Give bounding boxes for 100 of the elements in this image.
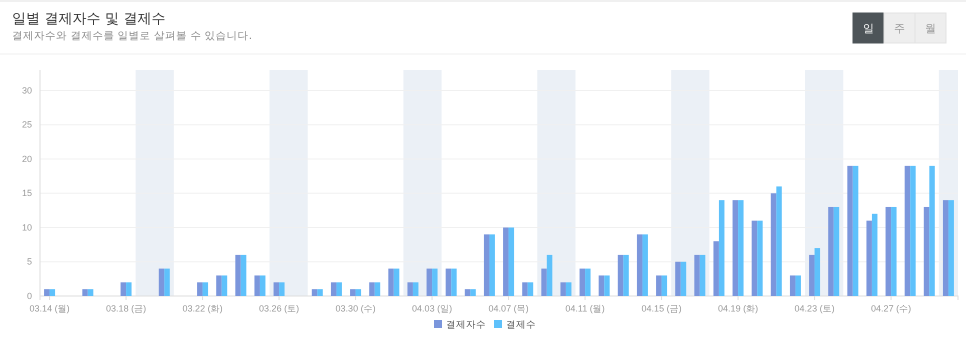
bar (120, 282, 126, 296)
bar (484, 234, 490, 296)
x-tick-label: 04.15 (금) (642, 303, 682, 314)
bar (374, 282, 380, 296)
x-tick-label: 04.07 (목) (488, 303, 529, 314)
bar (446, 268, 452, 296)
bar (675, 262, 681, 296)
bar (809, 254, 815, 296)
bar (757, 220, 763, 296)
x-tick-label: 03.14 (월) (30, 303, 70, 314)
bar (847, 166, 853, 296)
bar (924, 206, 930, 296)
bar (891, 206, 897, 296)
bar (197, 282, 203, 296)
bar (790, 275, 796, 296)
x-tick-label: 04.27 (수) (871, 303, 912, 314)
y-tick-label: 5 (26, 256, 32, 267)
bar (929, 166, 935, 296)
bar (752, 220, 758, 296)
bar (202, 282, 208, 296)
x-tick-label: 03.22 (화) (182, 303, 223, 314)
x-tick-label: 03.18 (금) (106, 303, 146, 314)
x-tick-label: 03.30 (수) (336, 303, 376, 314)
bar (407, 282, 413, 296)
bar (44, 289, 50, 296)
x-tick-label: 04.11 (월) (565, 303, 605, 314)
bar (718, 200, 724, 296)
bar (546, 254, 552, 296)
bar (700, 254, 706, 296)
bar (394, 268, 400, 296)
y-tick-label: 30 (22, 85, 32, 96)
bar (770, 193, 776, 296)
bar (412, 282, 418, 296)
bar (662, 275, 668, 296)
bar (126, 282, 132, 296)
bar (680, 262, 686, 296)
bar (694, 254, 700, 296)
bar (580, 268, 586, 296)
bar (738, 200, 744, 296)
bar (948, 200, 954, 296)
bar (426, 268, 432, 296)
bar (336, 282, 342, 296)
bar (508, 228, 514, 296)
bar (642, 234, 648, 296)
bar (942, 200, 948, 296)
bar (618, 254, 624, 296)
bar (814, 248, 820, 296)
bar (713, 241, 719, 296)
bar (732, 200, 738, 296)
bar (872, 214, 878, 296)
bar (432, 268, 438, 296)
text: 주 (894, 22, 905, 35)
bar (254, 275, 260, 296)
chart-title: 일별 결제자수 및 결제수 (12, 11, 166, 27)
bar (489, 234, 495, 296)
bar (470, 289, 476, 296)
bar (636, 234, 642, 296)
y-tick-label: 15 (22, 188, 32, 198)
bar (623, 254, 629, 296)
bar (834, 206, 840, 296)
bar (388, 268, 394, 296)
bar (82, 289, 88, 296)
bar (274, 282, 280, 296)
bar (604, 275, 610, 296)
bar (164, 268, 170, 296)
bar (904, 166, 910, 296)
text: 일 (863, 22, 874, 35)
bar (528, 282, 534, 296)
bar (910, 166, 916, 296)
legend-label: 결제자수 (446, 320, 486, 330)
bar (451, 268, 457, 296)
chart-subtitle: 결제자수와 결제수를 일별로 살펴볼 수 있습니다. (12, 30, 252, 42)
bar (656, 275, 662, 296)
y-tick-label: 10 (22, 222, 32, 232)
x-tick-label: 04.03 (일) (412, 303, 452, 314)
bar (522, 282, 528, 296)
text: 월 (925, 22, 936, 35)
bar (312, 289, 318, 296)
bar (598, 275, 604, 296)
y-tick-label: 20 (22, 154, 32, 164)
bar (88, 289, 94, 296)
bar (541, 268, 547, 296)
bar (330, 282, 336, 296)
y-tick-label: 25 (22, 120, 32, 130)
bar (260, 275, 266, 296)
bar (503, 228, 509, 296)
bar (852, 166, 858, 296)
bar (317, 289, 323, 296)
bar (158, 268, 164, 296)
x-tick-label: 04.19 (화) (718, 303, 758, 314)
bar (240, 254, 246, 296)
bar (566, 282, 572, 296)
bar (776, 186, 782, 296)
bar (866, 220, 872, 296)
bar (222, 275, 228, 296)
x-tick-label: 03.26 (토) (259, 303, 300, 314)
bar (886, 206, 892, 296)
bar (356, 289, 362, 296)
bar (828, 206, 834, 296)
bar (585, 268, 591, 296)
